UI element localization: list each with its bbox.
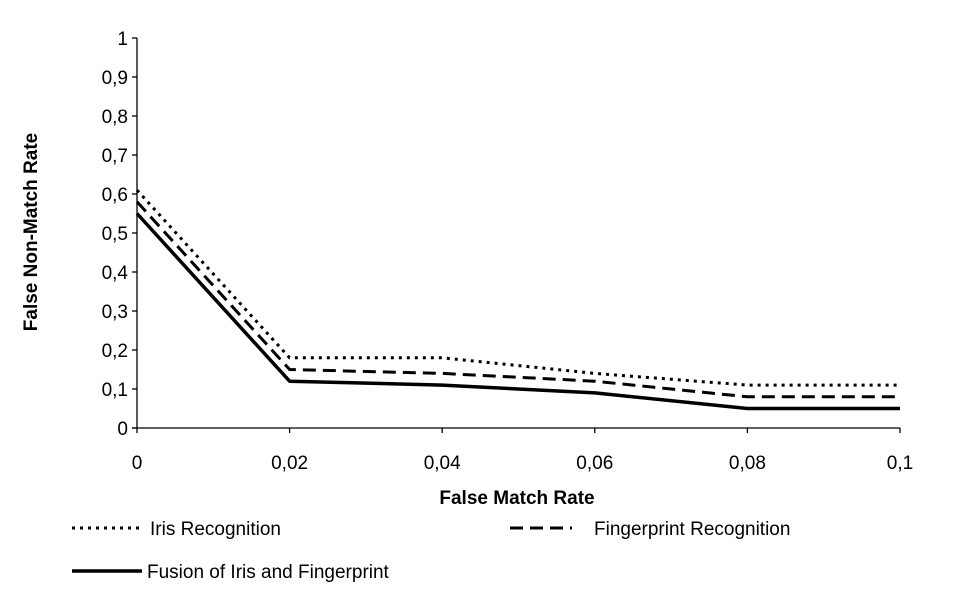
y-tick-label: 0,2: [102, 341, 128, 362]
x-axis-ticks: 0 0,02 0,04 0,06 0,08 0,1: [132, 428, 913, 474]
x-tick-label: 0: [132, 453, 143, 474]
y-tick-label: 0: [117, 419, 128, 440]
y-tick-label: 0,4: [102, 263, 129, 284]
series-line-1: [135, 189, 900, 387]
y-tick-label: 0,5: [102, 224, 128, 245]
y-tick-label: 0,6: [102, 185, 128, 206]
legend-label-1: Iris Recognition: [150, 519, 281, 540]
legend-label-3: Fusion of Iris and Fingerprint: [147, 562, 390, 583]
y-axis-ticks: 0 0,1 0,2 0,3 0,4 0,5 0,6 0,7 0,8 0,9 1: [102, 29, 137, 440]
y-tick-label: 0,9: [102, 68, 128, 89]
y-tick-label: 0,7: [102, 146, 128, 167]
series-line-3: [135, 212, 900, 411]
y-tick-label: 1: [117, 29, 128, 50]
series-line-2: [135, 200, 900, 399]
y-tick-label: 0,1: [102, 380, 128, 401]
legend: Iris Recognition Fingerprint Recognition F…: [72, 519, 790, 583]
x-tick-label: 0,08: [729, 453, 766, 474]
x-tick-label: 0,1: [887, 453, 913, 474]
x-tick-label: 0,06: [576, 453, 613, 474]
legend-label-2: Fingerprint Recognition: [594, 519, 790, 540]
x-axis-title: False Match Rate: [439, 488, 594, 509]
y-tick-label: 0,8: [102, 107, 128, 128]
y-axis-title: False Non-Match Rate: [21, 133, 42, 331]
y-tick-label: 0,3: [102, 302, 128, 323]
x-tick-label: 0,02: [271, 453, 308, 474]
x-tick-label: 0,04: [424, 453, 461, 474]
series-lines: [135, 189, 900, 411]
